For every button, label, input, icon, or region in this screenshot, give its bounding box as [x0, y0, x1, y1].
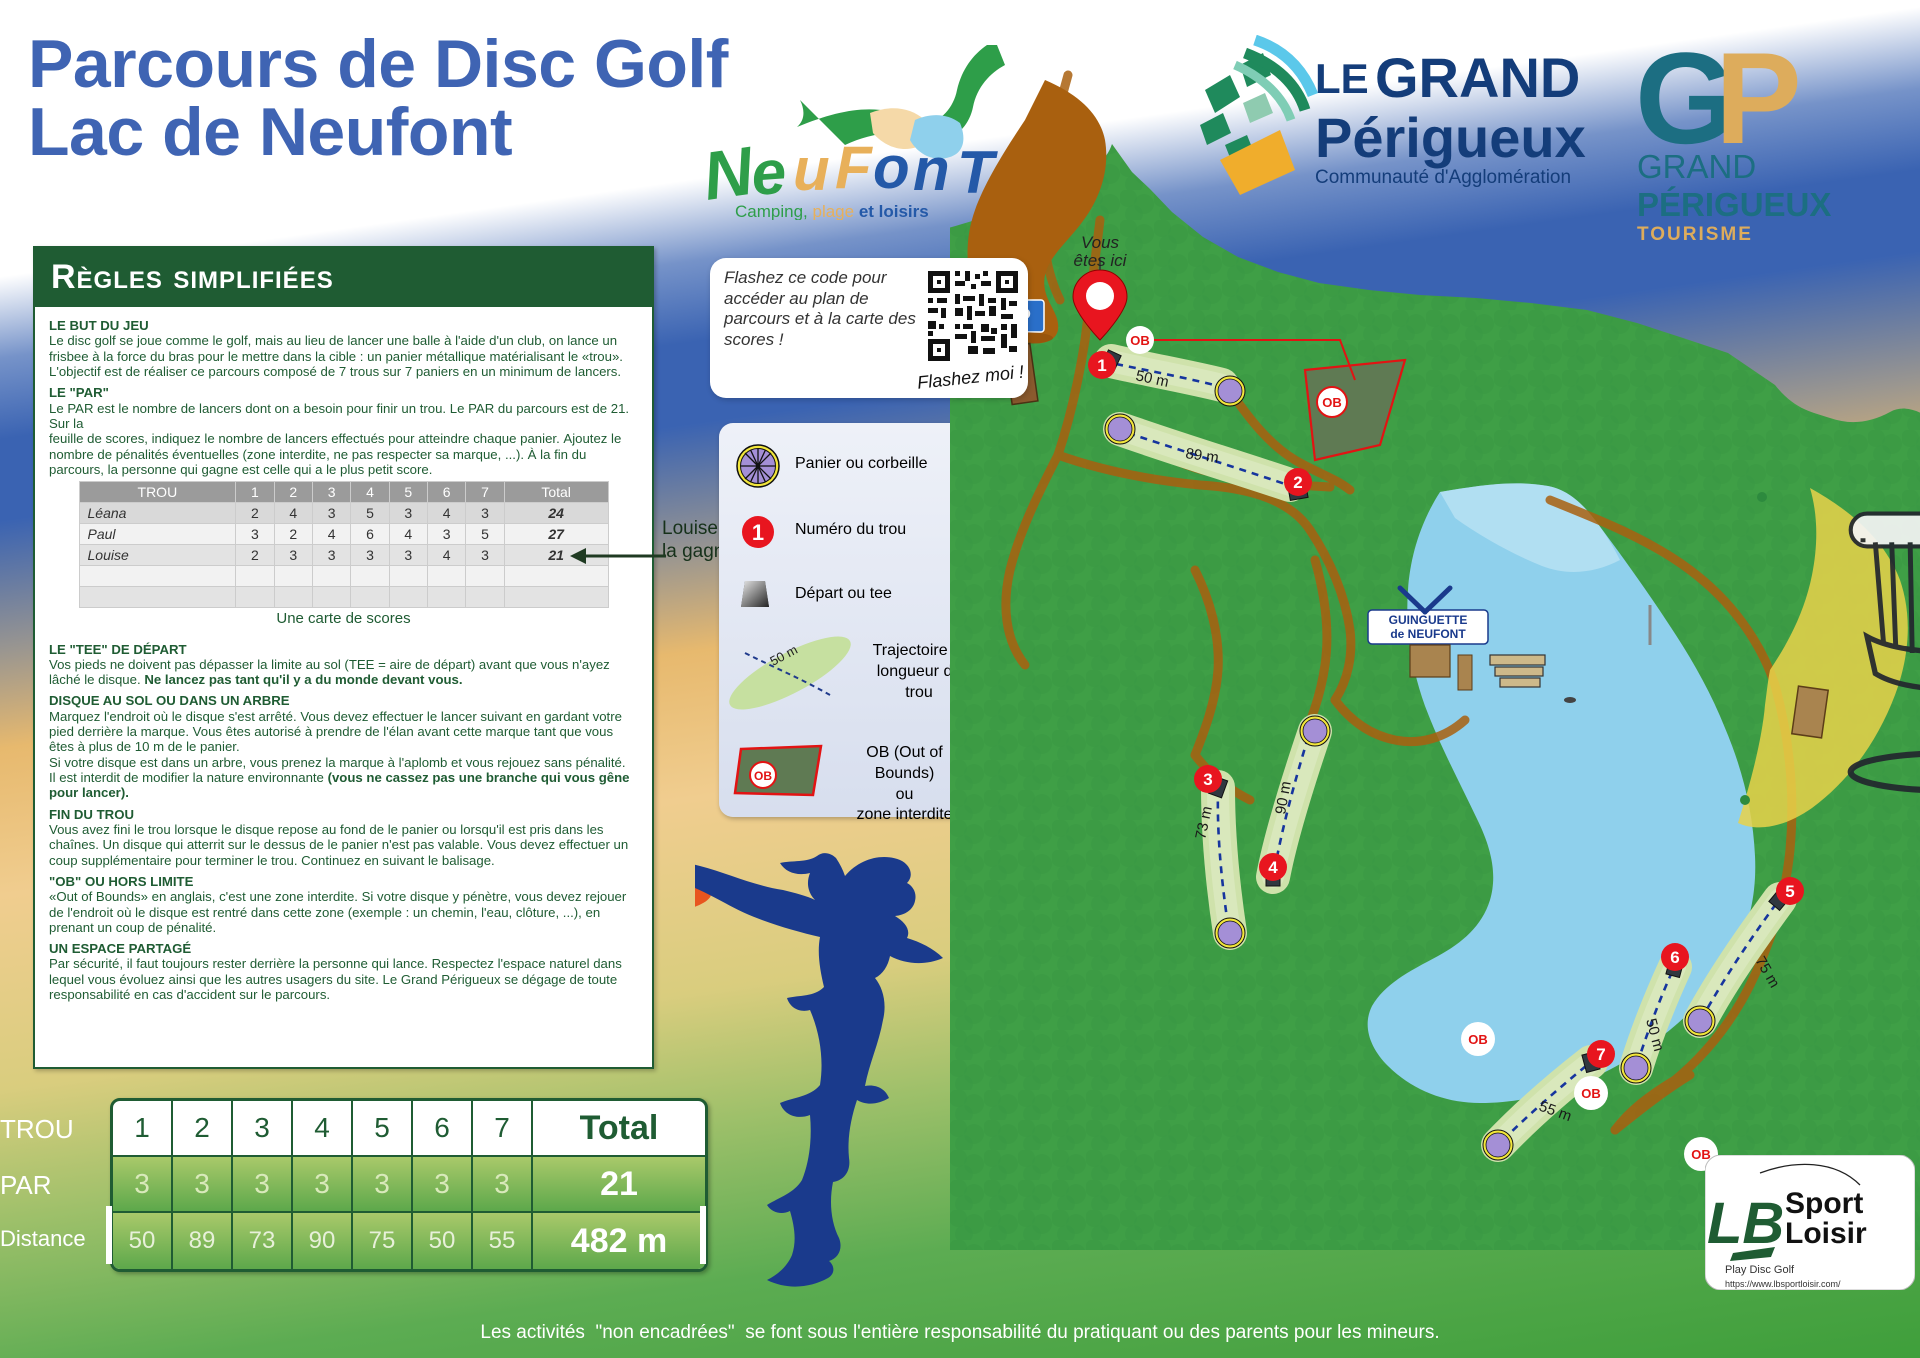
svg-text:F: F [835, 134, 873, 201]
svg-text:Play Disc Golf: Play Disc Golf [1725, 1264, 1795, 1276]
svg-text:Loisir: Loisir [1785, 1217, 1867, 1250]
svg-text:OB: OB [1322, 395, 1342, 410]
svg-text:OB: OB [1468, 1032, 1488, 1047]
svg-text:de NEUFONT: de NEUFONT [1390, 627, 1466, 641]
svg-text:GRAND: GRAND [1375, 46, 1580, 109]
svg-text:Camping, plage et loisirs: Camping, plage et loisirs [735, 202, 929, 220]
svg-text:2: 2 [1293, 473, 1302, 492]
svg-text:Périgueux: Périgueux [1315, 106, 1586, 169]
svg-text:LB: LB [1707, 1191, 1784, 1256]
svg-text:n: n [913, 136, 950, 203]
svg-text:êtes ici: êtes ici [1074, 251, 1128, 270]
svg-text:GUINGUETTE: GUINGUETTE [1389, 613, 1468, 627]
svg-text:T: T [957, 139, 998, 206]
svg-text:PÉRIGUEUX: PÉRIGUEUX [1637, 186, 1831, 223]
svg-text:u: u [793, 136, 830, 203]
svg-text:o: o [873, 134, 910, 201]
svg-text:4: 4 [1268, 858, 1278, 877]
svg-text:e: e [749, 138, 788, 209]
svg-text:Sport: Sport [1785, 1187, 1863, 1220]
svg-text:3: 3 [1203, 770, 1212, 789]
svg-text:5: 5 [1785, 882, 1794, 901]
svg-text:7: 7 [1596, 1045, 1605, 1064]
svg-text:https://www.lbsportloisir.com/: https://www.lbsportloisir.com/ [1725, 1279, 1841, 1289]
svg-text:6: 6 [1670, 948, 1679, 967]
svg-text:OB: OB [1130, 333, 1150, 348]
svg-text:Vous: Vous [1081, 233, 1120, 252]
svg-text:Communauté d'Agglomération: Communauté d'Agglomération [1315, 167, 1571, 188]
svg-text:1: 1 [752, 520, 764, 545]
svg-text:OB: OB [754, 769, 772, 783]
svg-text:LE: LE [1315, 55, 1369, 102]
svg-text:TOURISME: TOURISME [1637, 224, 1753, 245]
svg-text:OB: OB [1581, 1086, 1601, 1101]
svg-text:1: 1 [1097, 356, 1106, 375]
svg-text:GRAND: GRAND [1637, 148, 1756, 185]
